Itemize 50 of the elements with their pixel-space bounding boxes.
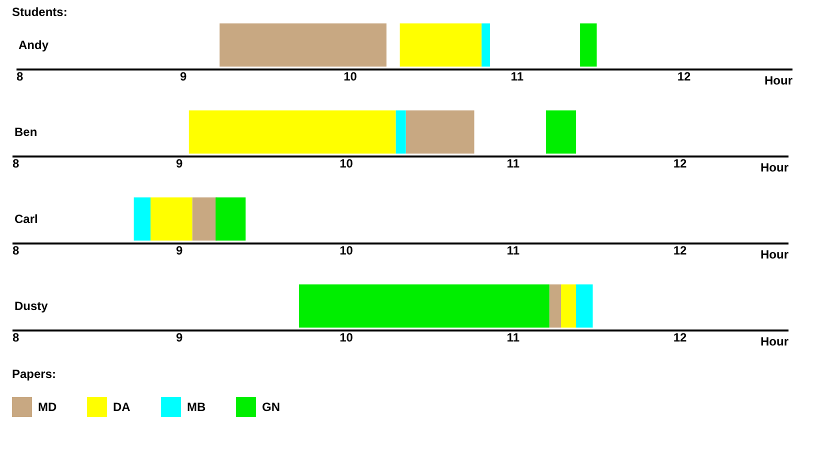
bar [220, 23, 386, 67]
y-tick-label: Andy [18, 38, 49, 52]
x-tick-label: 9 [176, 330, 184, 344]
x-tick-label: 9 [176, 156, 184, 170]
x-tick-label: 11 [506, 330, 520, 344]
y-tick-label: Dusty [14, 299, 48, 313]
x-axis-title: Hour [760, 160, 789, 174]
y-tick-label: Carl [14, 212, 38, 226]
bar [406, 110, 474, 154]
legend-label: DA [113, 400, 131, 414]
x-tick-label: 8 [12, 330, 20, 344]
x-tick-label: 8 [12, 244, 20, 258]
bar [561, 284, 576, 328]
x-tick-label: 8 [16, 70, 24, 84]
x-tick-label: 12 [677, 70, 692, 84]
bar [400, 23, 482, 67]
x-tick-label: 9 [176, 244, 184, 258]
bar [482, 23, 490, 67]
y-tick-label: Ben [14, 125, 38, 139]
chart-title: Students: [12, 5, 68, 19]
bar [580, 23, 597, 67]
x-axis-title: Hour [760, 248, 789, 262]
x-tick-label: 11 [510, 70, 524, 84]
x-axis-title: Hour [764, 74, 793, 88]
bar [134, 197, 151, 241]
x-axis-title: Hour [760, 334, 789, 348]
x-tick-label: 9 [180, 70, 188, 84]
x-tick-label: 11 [506, 244, 520, 258]
bar [188, 110, 396, 154]
x-tick-label: 10 [344, 70, 358, 84]
bar [396, 110, 406, 154]
bar [216, 197, 246, 241]
legend-label: MD [38, 400, 57, 414]
bar [546, 110, 576, 154]
x-tick-label: 10 [340, 330, 354, 344]
x-tick-label: 10 [340, 244, 354, 258]
x-tick-label: 12 [673, 330, 688, 344]
x-tick-label: 12 [673, 244, 688, 258]
bar [549, 284, 562, 328]
x-tick-label: 11 [506, 156, 520, 170]
x-tick-label: 8 [12, 156, 20, 170]
bar [192, 197, 218, 241]
x-tick-label: 10 [340, 156, 354, 170]
legend-title: Papers: [12, 367, 56, 381]
bar [150, 197, 192, 241]
x-tick-label: 12 [673, 156, 688, 170]
bar [576, 284, 593, 328]
bar [299, 284, 550, 328]
legend-label: MB [187, 400, 206, 414]
legend-label: GN [262, 400, 280, 414]
